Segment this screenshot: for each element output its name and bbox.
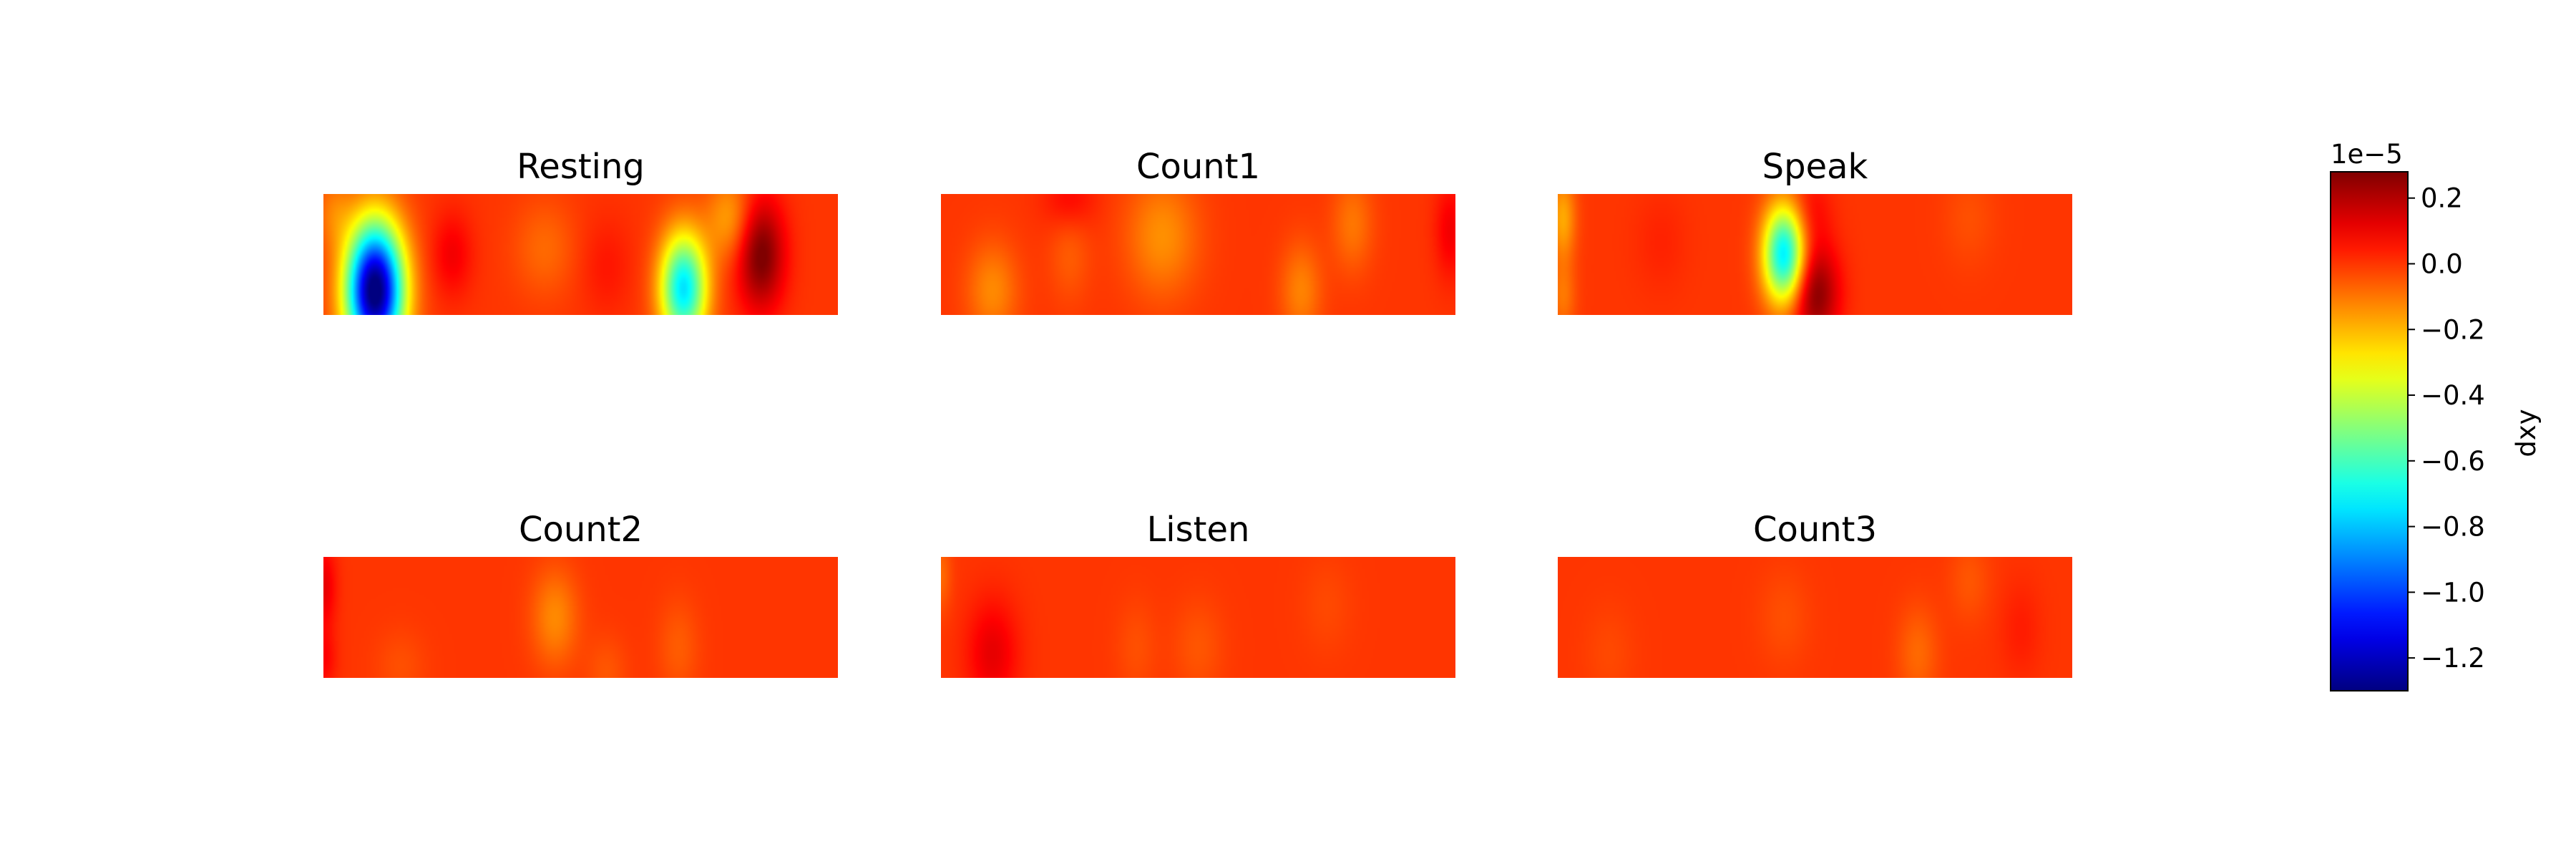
heatmap-image (1558, 557, 2072, 678)
colorbar-tick-label: 0.0 (2421, 248, 2463, 279)
colorbar-gradient (2330, 171, 2409, 691)
heatmap-panel: Count2 (323, 510, 838, 678)
heatmap-image (941, 557, 1455, 678)
panel-title: Speak (1762, 147, 1868, 187)
heatmap-panel: Speak (1558, 147, 2072, 315)
colorbar-tick-label: −1.2 (2421, 643, 2485, 674)
panel-title: Count2 (519, 510, 643, 550)
heatmap-panel: Listen (941, 510, 1455, 678)
colorbar-ticks: 0.2 0.0 −0.2 −0.4 −0.6 −0.8 −1.0 −1.2 (2408, 183, 2485, 674)
panel-title: Count3 (1753, 510, 1877, 550)
heatmap-panel: Count1 (941, 147, 1455, 315)
heatmap-panels: Resting Count1 Speak Count2 Listen Count3 (323, 147, 2072, 678)
heatmap-image (323, 557, 838, 678)
panel-title: Count1 (1136, 147, 1260, 187)
colorbar-axis-label: dxy (2511, 409, 2542, 457)
heatmap-panel: Count3 (1558, 510, 2072, 678)
colorbar-tick-label: −0.4 (2421, 380, 2485, 411)
colorbar-scale-label: 1e−5 (2331, 139, 2403, 170)
colorbar-tick-label: −0.2 (2421, 314, 2485, 345)
heatmap-image (1558, 194, 2072, 315)
panel-title: Listen (1147, 510, 1250, 550)
heatmap-panel: Resting (323, 147, 838, 315)
heatmap-image (941, 194, 1455, 315)
colorbar: 1e−5 0.2 0.0 −0.2 −0.4 −0.6 −0.8 −1.0 −1.2 dxy (2330, 139, 2542, 691)
colorbar-tick-label: −1.0 (2421, 577, 2485, 608)
colorbar-tick-label: 0.2 (2421, 183, 2463, 214)
colorbar-tick-label: −0.8 (2421, 512, 2485, 543)
colorbar-tick-label: −0.6 (2421, 446, 2485, 477)
panel-title: Resting (517, 147, 645, 187)
heatmap-image (323, 194, 838, 315)
